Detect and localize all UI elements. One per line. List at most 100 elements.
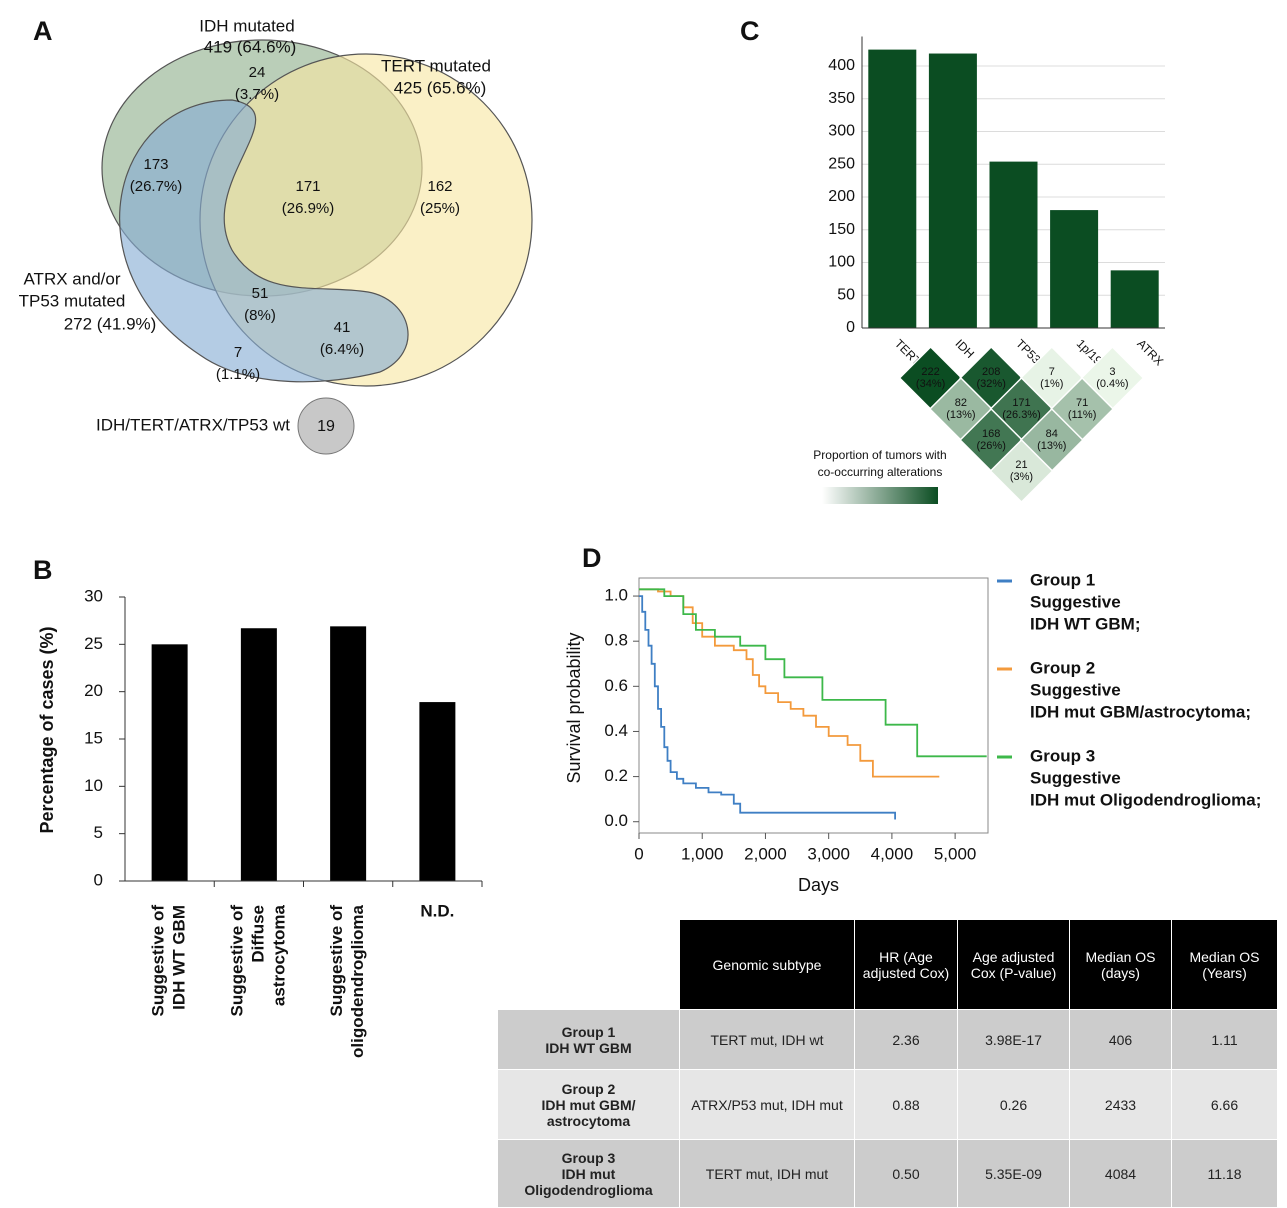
y-tick-label: 50 bbox=[837, 286, 855, 303]
set-name: TP53 mutated bbox=[19, 291, 126, 310]
matrix-percent: (32%) bbox=[977, 378, 1006, 390]
table-cell: 0.26 bbox=[958, 1070, 1070, 1140]
table-cell: 2.36 bbox=[855, 1010, 958, 1070]
matrix-percent: (13%) bbox=[946, 409, 975, 421]
y-tick-label: 5 bbox=[94, 823, 103, 842]
row-group: Group 1 IDH WT GBM bbox=[498, 1010, 680, 1070]
y-tick-label: 0 bbox=[846, 319, 855, 336]
cell-text: 5.35E-09 bbox=[985, 1165, 1042, 1182]
region-count: 24 bbox=[249, 64, 266, 81]
y-tick-label: 20 bbox=[84, 681, 103, 700]
legend-label: IDH WT GBM; bbox=[1030, 614, 1140, 633]
table-cell: ATRX/P53 mut, IDH mut bbox=[680, 1070, 855, 1140]
survival-line bbox=[639, 595, 896, 820]
bar bbox=[151, 644, 188, 881]
y-tick-label: 350 bbox=[828, 90, 855, 107]
matrix-percent: (34%) bbox=[916, 378, 945, 390]
y-tick-label: 300 bbox=[828, 123, 855, 140]
matrix-percent: (1%) bbox=[1040, 378, 1063, 390]
legend-label: Group 3 bbox=[1030, 746, 1095, 765]
cell-text: IDH WT GBM bbox=[545, 1039, 632, 1056]
legend-label: Suggestive bbox=[1030, 680, 1121, 699]
panel-label: B bbox=[33, 555, 53, 585]
x-tick-label: 0 bbox=[634, 844, 643, 863]
matrix-count: 7 bbox=[1049, 366, 1055, 378]
y-tick-label: 15 bbox=[84, 728, 103, 747]
matrix-percent: (13%) bbox=[1037, 440, 1066, 452]
cell-text: 4084 bbox=[1104, 1165, 1137, 1182]
matrix-count: 168 bbox=[982, 428, 1000, 440]
y-tick-label: 10 bbox=[84, 776, 103, 795]
matrix-legend-bar bbox=[822, 487, 938, 504]
table-cell: 0.50 bbox=[855, 1140, 958, 1208]
cell-text: Group 2 bbox=[561, 1080, 616, 1097]
x-tick-label: Suggestive of bbox=[227, 905, 246, 1017]
bar bbox=[330, 626, 367, 881]
x-axis-label: Days bbox=[798, 875, 839, 895]
x-tick-label: IDH bbox=[953, 336, 978, 361]
x-tick-label: 5,000 bbox=[934, 844, 977, 863]
matrix-count: 222 bbox=[921, 366, 939, 378]
legend-label: Suggestive bbox=[1030, 592, 1121, 611]
y-tick-label: 400 bbox=[828, 57, 855, 74]
row-group: Group 2 IDH mut GBM/astrocytoma bbox=[498, 1070, 680, 1140]
region-percent: (25%) bbox=[420, 200, 460, 217]
table-cell: TERT mut, IDH wt bbox=[680, 1010, 855, 1070]
survival-line bbox=[639, 588, 940, 778]
cell-text: 6.66 bbox=[1210, 1096, 1239, 1113]
cell-text: astrocytoma bbox=[546, 1112, 631, 1129]
header-cell: Age adjusted Cox (P-value) bbox=[958, 920, 1070, 1010]
bar bbox=[1110, 270, 1159, 328]
matrix-cell bbox=[989, 438, 1054, 504]
region-count: 173 bbox=[143, 156, 168, 173]
cell-text: 3.98E-17 bbox=[985, 1031, 1042, 1048]
cell-text: TERT mut, IDH wt bbox=[710, 1031, 824, 1048]
matrix-count: 82 bbox=[955, 397, 967, 409]
matrix-count: 21 bbox=[1015, 459, 1027, 471]
region-percent: (26.7%) bbox=[130, 178, 183, 195]
x-tick-label: IDH WT GBM bbox=[170, 905, 189, 1010]
y-tick-label: 0.4 bbox=[604, 721, 628, 740]
cell-text: Genomic subtype bbox=[712, 956, 822, 973]
region-count: 162 bbox=[427, 178, 452, 195]
x-tick-label: oligodendroglioma bbox=[348, 904, 367, 1058]
y-tick-label: 0.6 bbox=[604, 676, 628, 695]
cell-text: 2433 bbox=[1104, 1096, 1137, 1113]
x-tick-label: 1,000 bbox=[681, 844, 724, 863]
region-count: 7 bbox=[234, 344, 242, 361]
matrix-count: 208 bbox=[982, 366, 1000, 378]
set-name: ATRX and/or bbox=[23, 269, 120, 288]
table-cell: TERT mut, IDH mut bbox=[680, 1140, 855, 1208]
panel-label: C bbox=[740, 16, 760, 46]
y-tick-label: 1.0 bbox=[604, 586, 628, 605]
panel-label: D bbox=[582, 543, 602, 573]
x-tick-label: Diffuse bbox=[248, 905, 267, 963]
panel-label: A bbox=[33, 16, 53, 46]
matrix-count: 71 bbox=[1076, 397, 1088, 409]
bar bbox=[240, 628, 277, 881]
legend-label: Group 1 bbox=[1030, 570, 1095, 589]
header-cell: Genomic subtype bbox=[680, 920, 855, 1010]
cell-text: Median OS (days) bbox=[1085, 948, 1156, 981]
cell-text: Median OS (Years) bbox=[1189, 948, 1260, 981]
legend-label: IDH mut Oligodendroglioma; bbox=[1030, 790, 1261, 809]
matrix-count: 171 bbox=[1012, 397, 1030, 409]
bar bbox=[868, 49, 917, 328]
y-tick-label: 0 bbox=[94, 870, 103, 889]
cell-text: IDH mut GBM/ bbox=[541, 1096, 636, 1113]
matrix-percent: (26%) bbox=[977, 440, 1006, 452]
x-tick-label: 3,000 bbox=[807, 844, 850, 863]
wildtype-name: IDH/TERT/ATRX/TP53 wt bbox=[96, 415, 290, 434]
x-tick-label: N.D. bbox=[420, 901, 454, 920]
matrix-percent: (0.4%) bbox=[1096, 378, 1128, 390]
matrix-legend-text: co-occurring alterations bbox=[818, 465, 943, 479]
cell-text: 406 bbox=[1108, 1031, 1133, 1048]
matrix-count: 84 bbox=[1046, 428, 1058, 440]
table-cell: 406 bbox=[1070, 1010, 1172, 1070]
set-label: 272 (41.9%) bbox=[64, 314, 157, 333]
y-tick-label: 150 bbox=[828, 221, 855, 238]
cell-text: Group 1 bbox=[561, 1023, 616, 1040]
y-tick-label: 25 bbox=[84, 634, 103, 653]
